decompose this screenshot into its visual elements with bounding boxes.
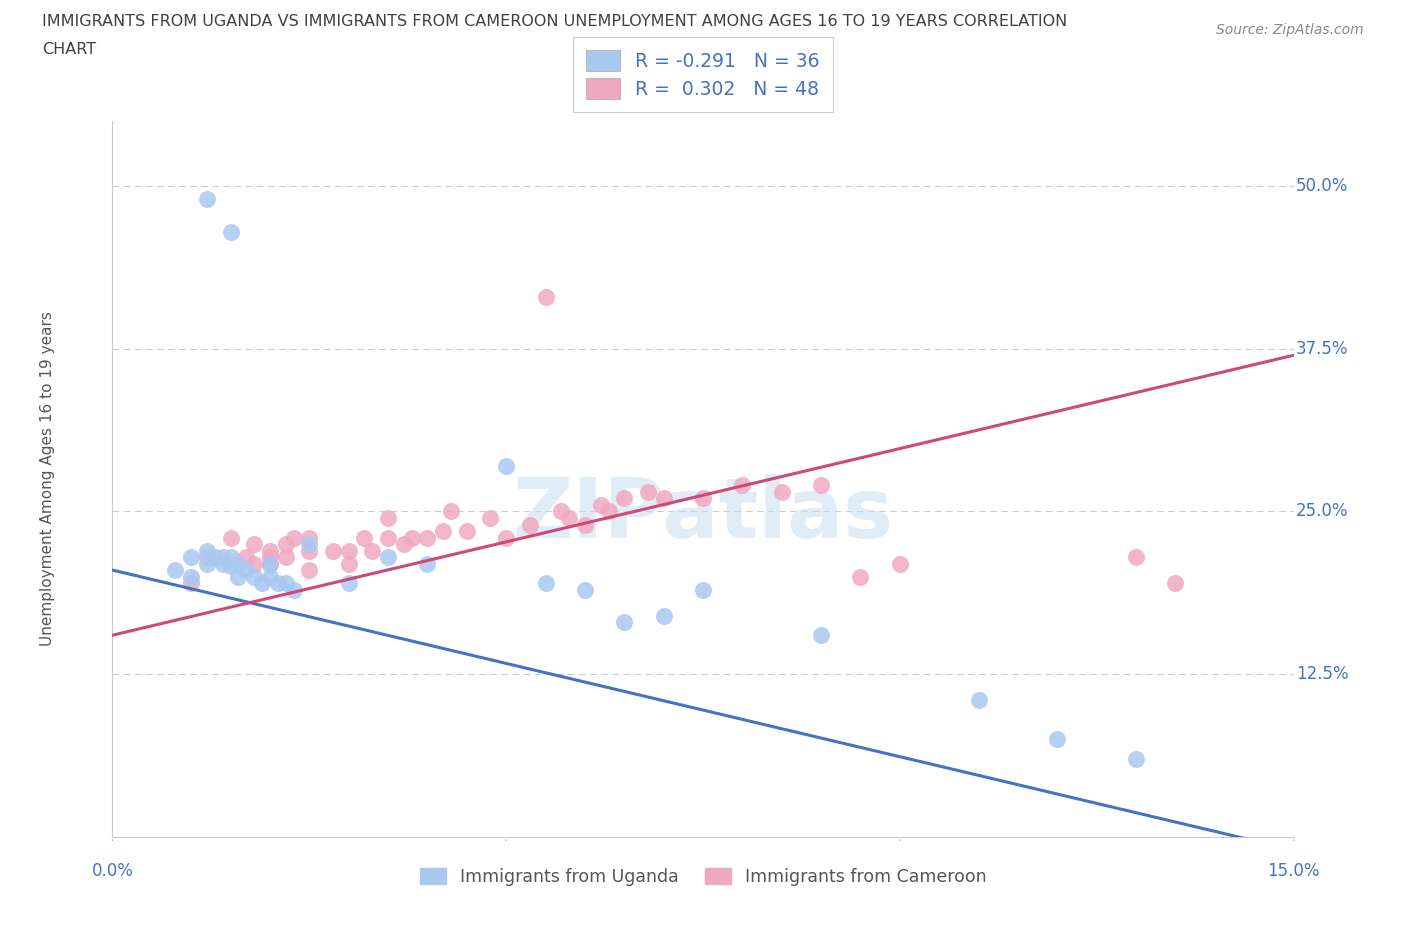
Point — [274, 576, 297, 591]
Point — [219, 550, 242, 565]
Point — [243, 569, 266, 584]
Text: Source: ZipAtlas.com: Source: ZipAtlas.com — [1216, 23, 1364, 37]
Point — [652, 608, 675, 623]
Point — [495, 458, 517, 473]
Point — [243, 537, 266, 551]
Point — [219, 530, 242, 545]
Point — [274, 537, 297, 551]
Point — [392, 537, 415, 551]
Point — [204, 550, 226, 565]
Point — [598, 504, 620, 519]
Point — [267, 576, 290, 591]
Text: 0.0%: 0.0% — [91, 862, 134, 880]
Point — [274, 550, 297, 565]
Point — [810, 628, 832, 643]
Point — [337, 576, 360, 591]
Point — [432, 524, 454, 538]
Point — [456, 524, 478, 538]
Point — [298, 543, 321, 558]
Point — [283, 582, 305, 597]
Point — [1125, 751, 1147, 766]
Point — [519, 517, 541, 532]
Point — [243, 556, 266, 571]
Text: Unemployment Among Ages 16 to 19 years: Unemployment Among Ages 16 to 19 years — [39, 312, 55, 646]
Point — [889, 556, 911, 571]
Text: CHART: CHART — [42, 42, 96, 57]
Point — [298, 563, 321, 578]
Point — [731, 478, 754, 493]
Point — [574, 517, 596, 532]
Point — [228, 569, 250, 584]
Point — [228, 556, 250, 571]
Point — [211, 556, 233, 571]
Point — [558, 511, 581, 525]
Point — [495, 530, 517, 545]
Text: 37.5%: 37.5% — [1296, 339, 1348, 358]
Point — [361, 543, 384, 558]
Point — [1125, 550, 1147, 565]
Point — [235, 563, 257, 578]
Point — [550, 504, 572, 519]
Legend: Immigrants from Uganda, Immigrants from Cameroon: Immigrants from Uganda, Immigrants from … — [413, 861, 993, 893]
Point — [440, 504, 463, 519]
Point — [195, 550, 218, 565]
Point — [479, 511, 502, 525]
Point — [219, 224, 242, 239]
Point — [377, 530, 399, 545]
Text: 50.0%: 50.0% — [1296, 177, 1348, 195]
Point — [195, 556, 218, 571]
Point — [165, 563, 187, 578]
Point — [401, 530, 423, 545]
Point — [613, 615, 636, 630]
Point — [219, 559, 242, 574]
Point — [259, 543, 281, 558]
Point — [692, 491, 714, 506]
Point — [1164, 576, 1187, 591]
Point — [298, 530, 321, 545]
Point — [195, 543, 218, 558]
Point — [250, 576, 273, 591]
Point — [534, 576, 557, 591]
Point — [353, 530, 375, 545]
Point — [235, 550, 257, 565]
Point — [337, 556, 360, 571]
Point — [574, 582, 596, 597]
Point — [589, 498, 612, 512]
Point — [652, 491, 675, 506]
Point — [180, 576, 202, 591]
Point — [377, 511, 399, 525]
Point — [180, 569, 202, 584]
Point — [770, 485, 793, 499]
Point — [259, 556, 281, 571]
Point — [416, 556, 439, 571]
Point — [259, 550, 281, 565]
Point — [298, 537, 321, 551]
Point — [283, 530, 305, 545]
Point — [259, 569, 281, 584]
Text: 15.0%: 15.0% — [1267, 862, 1320, 880]
Point — [1046, 732, 1069, 747]
Point — [613, 491, 636, 506]
Point — [810, 478, 832, 493]
Point — [534, 289, 557, 304]
Point — [637, 485, 659, 499]
Text: ZIPatlas: ZIPatlas — [513, 474, 893, 555]
Text: 25.0%: 25.0% — [1296, 502, 1348, 521]
Point — [211, 550, 233, 565]
Point — [195, 192, 218, 206]
Point — [337, 543, 360, 558]
Point — [967, 693, 990, 708]
Point — [416, 530, 439, 545]
Point — [377, 550, 399, 565]
Point — [322, 543, 344, 558]
Text: IMMIGRANTS FROM UGANDA VS IMMIGRANTS FROM CAMEROON UNEMPLOYMENT AMONG AGES 16 TO: IMMIGRANTS FROM UGANDA VS IMMIGRANTS FRO… — [42, 14, 1067, 29]
Text: 12.5%: 12.5% — [1296, 665, 1348, 684]
Point — [180, 550, 202, 565]
Point — [259, 556, 281, 571]
Point — [849, 569, 872, 584]
Point — [692, 582, 714, 597]
